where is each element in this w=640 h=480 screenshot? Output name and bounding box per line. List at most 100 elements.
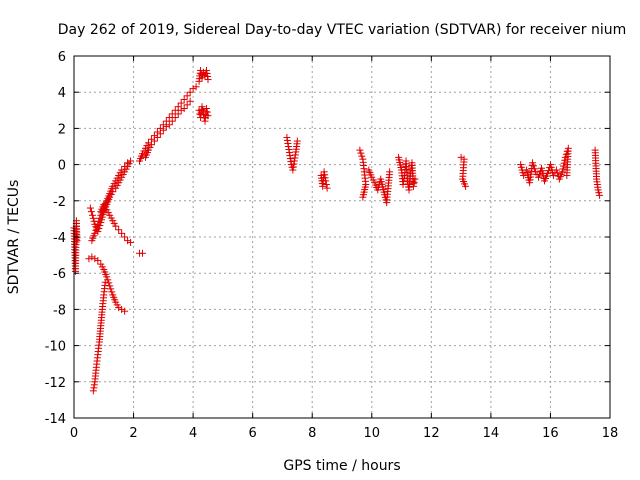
data-point [86,204,94,212]
data-point [115,226,123,234]
data-point [531,165,539,173]
data-point [322,177,330,185]
data-point [91,255,99,263]
data-point [535,173,543,181]
x-tick-label: 12 [423,426,440,441]
data-point [410,179,418,187]
data-point [204,76,212,84]
data-point [93,223,101,231]
data-point [108,288,116,296]
data-point [153,133,161,141]
data-point [357,149,365,157]
data-point [560,159,568,167]
data-point [147,141,155,149]
data-point [457,153,465,161]
data-point [183,101,191,109]
x-tick-label: 10 [364,426,381,441]
data-point [529,159,537,167]
x-tick-label: 2 [129,426,137,441]
data-point [560,162,568,170]
data-point [359,193,367,201]
x-tick-label: 18 [602,426,619,441]
data-point [203,104,211,112]
data-point [144,139,152,147]
data-point [186,97,194,105]
x-tick-label: 4 [189,426,197,441]
data-point [95,217,103,225]
data-point [411,175,419,183]
data-point [168,117,176,125]
data-point [73,237,81,245]
y-tick-label: 4 [58,86,66,101]
x-axis-label: GPS time / hours [283,458,400,474]
data-point [198,103,206,111]
data-point [127,238,135,246]
data-point [174,110,182,118]
data-point [358,152,366,160]
y-tick-label: 2 [58,122,66,137]
data-point [203,108,211,116]
data-point [121,307,129,315]
data-point [88,253,96,261]
x-tick-labels: 0 2 4 6 8 10 12 14 16 18 [70,56,618,441]
data-point [197,66,205,74]
data-point [386,168,394,176]
data-point [150,137,158,145]
data-point [356,146,364,154]
y-tick-label: -6 [53,267,66,282]
data-point [530,162,538,170]
y-tick-label: -4 [53,231,66,246]
y-tick-label: -8 [53,303,66,318]
data-point [94,220,102,228]
data-point [543,170,551,178]
data-point [124,159,132,167]
data-point [323,184,331,192]
x-tick-label: 8 [308,426,316,441]
data-point [177,106,185,114]
data-point [118,166,126,174]
data-point [118,305,126,313]
x-tick-label: 0 [70,426,78,441]
y-tick-labels: 6 4 2 0 -2 -4 -6 -8 -10 -12 -14 [45,50,610,427]
x-tick-label: 16 [542,426,559,441]
y-tick-label: 6 [58,50,66,65]
data-point [462,182,470,190]
y-tick-label: -2 [53,195,66,210]
data-point [177,99,185,107]
data-point [168,110,176,118]
data-point [103,273,111,281]
data-point [186,88,194,96]
data-point [85,255,93,263]
y-tick-label: -14 [45,412,66,427]
data-point [596,191,604,199]
x-tick-label: 14 [483,426,500,441]
y-axis-label: SDTVAR / TECUs [6,180,22,295]
data-point [553,169,561,177]
data-point [199,106,207,114]
data-point [165,121,173,129]
data-point [112,222,120,230]
x-tick-label: 6 [249,426,257,441]
data-point [101,278,109,286]
data-point [107,285,115,293]
data-point [89,214,97,222]
data-point [124,237,132,245]
data-point [159,126,167,134]
data-point [189,85,197,93]
data-point [409,182,417,190]
data-point [127,157,135,165]
data-point [558,168,566,176]
data-point [94,257,102,265]
data-point [121,162,129,170]
data-point [183,92,191,100]
data-point [293,137,301,145]
data-point [105,279,113,287]
data-point [121,233,129,241]
data-point [192,83,200,91]
data-point [180,104,188,112]
data-point [87,208,95,216]
data-point [162,123,170,131]
data-point [171,106,179,114]
